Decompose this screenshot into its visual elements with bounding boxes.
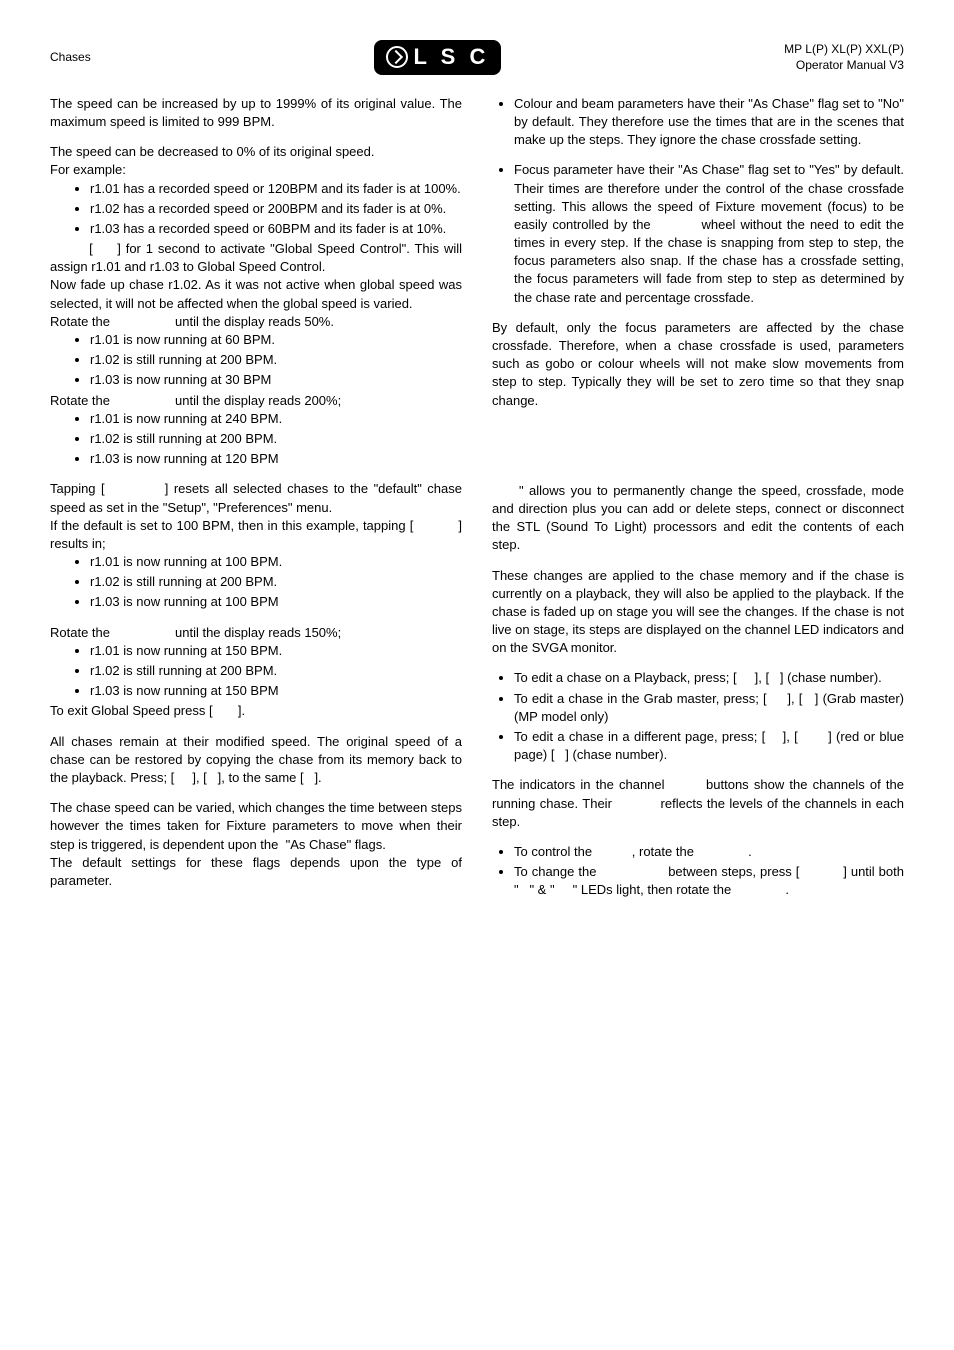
content-columns: The speed can be increased by up to 1999… <box>50 95 904 912</box>
list-item: Colour and beam parameters have their "A… <box>514 95 904 150</box>
list-item: To control the , rotate the . <box>514 843 904 861</box>
list-item: r1.01 is now running at 150 BPM. <box>90 642 462 660</box>
list-item: r1.02 is still running at 200 BPM. <box>90 662 462 680</box>
header-right-line1: MP L(P) XL(P) XXL(P) <box>784 41 904 58</box>
spacer <box>492 422 904 482</box>
list-item: r1.02 is still running at 200 BPM. <box>90 430 462 448</box>
list-item: r1.01 is now running at 240 BPM. <box>90 410 462 428</box>
paragraph: All chases remain at their modified spee… <box>50 733 462 788</box>
paragraph: Tapping [ ] resets all selected chases t… <box>50 480 462 516</box>
example-list: r1.01 has a recorded speed or 120BPM and… <box>50 180 462 239</box>
list-item: r1.03 is now running at 150 BPM <box>90 682 462 700</box>
logo-icon <box>386 46 408 68</box>
control-list: To control the , rotate the . To change … <box>492 843 904 900</box>
right-column: Colour and beam parameters have their "A… <box>492 95 904 912</box>
paragraph: Now fade up chase r1.02. As it was not a… <box>50 276 462 312</box>
page-header: Chases L S C MP L(P) XL(P) XXL(P) Operat… <box>50 40 904 75</box>
edit-list: To edit a chase on a Playback, press; [ … <box>492 669 904 764</box>
list-item: r1.03 is now running at 100 BPM <box>90 593 462 611</box>
paragraph: The speed can be decreased to 0% of its … <box>50 143 462 161</box>
list-item: r1.01 is now running at 100 BPM. <box>90 553 462 571</box>
chase-flag-list: Colour and beam parameters have their "A… <box>492 95 904 307</box>
paragraph: If the default is set to 100 BPM, then i… <box>50 517 462 553</box>
paragraph: The chase speed can be varied, which cha… <box>50 799 462 854</box>
list-item: r1.03 is now running at 30 BPM <box>90 371 462 389</box>
paragraph: For example: <box>50 161 462 179</box>
list-item: r1.02 is still running at 200 BPM. <box>90 351 462 369</box>
paragraph: Rotate the until the display reads 50%. <box>50 313 462 331</box>
result-list-50: r1.01 is now running at 60 BPM. r1.02 is… <box>50 331 462 390</box>
logo-text: L S C <box>414 42 490 73</box>
header-left: Chases <box>50 49 91 66</box>
header-right-line2: Operator Manual V3 <box>784 57 904 74</box>
list-item: r1.02 has a recorded speed or 200BPM and… <box>90 200 462 218</box>
header-right: MP L(P) XL(P) XXL(P) Operator Manual V3 <box>784 41 904 75</box>
list-item: To change the between steps, press [ ] u… <box>514 863 904 899</box>
list-item: To edit a chase in the Grab master, pres… <box>514 690 904 726</box>
list-item: r1.01 is now running at 60 BPM. <box>90 331 462 349</box>
list-item: r1.02 is still running at 200 BPM. <box>90 573 462 591</box>
result-list-100: r1.01 is now running at 100 BPM. r1.02 i… <box>50 553 462 612</box>
logo: L S C <box>374 40 502 75</box>
paragraph: By default, only the focus parameters ar… <box>492 319 904 410</box>
list-item: r1.01 has a recorded speed or 120BPM and… <box>90 180 462 198</box>
list-item: To edit a chase in a different page, pre… <box>514 728 904 764</box>
paragraph: Rotate the until the display reads 200%; <box>50 392 462 410</box>
list-item: r1.03 is now running at 120 BPM <box>90 450 462 468</box>
paragraph: Rotate the until the display reads 150%; <box>50 624 462 642</box>
paragraph: The default settings for these flags dep… <box>50 854 462 890</box>
paragraph: [ ] for 1 second to activate "Global Spe… <box>50 240 462 276</box>
list-item: r1.03 has a recorded speed or 60BPM and … <box>90 220 462 238</box>
paragraph: To exit Global Speed press [ ]. <box>50 702 462 720</box>
result-list-150: r1.01 is now running at 150 BPM. r1.02 i… <box>50 642 462 701</box>
list-item: Focus parameter have their "As Chase" fl… <box>514 161 904 307</box>
paragraph: The speed can be increased by up to 1999… <box>50 95 462 131</box>
paragraph: " allows you to permanently change the s… <box>492 482 904 555</box>
result-list-200: r1.01 is now running at 240 BPM. r1.02 i… <box>50 410 462 469</box>
paragraph: The indicators in the channel buttons sh… <box>492 776 904 831</box>
paragraph: These changes are applied to the chase m… <box>492 567 904 658</box>
left-column: The speed can be increased by up to 1999… <box>50 95 462 912</box>
list-item: To edit a chase on a Playback, press; [ … <box>514 669 904 687</box>
